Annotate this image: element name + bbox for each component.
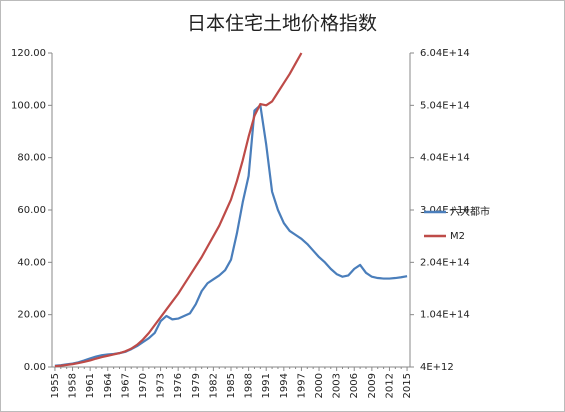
chart-title: 日本住宅土地价格指数 bbox=[187, 13, 377, 35]
x-tick-label: 2015 bbox=[402, 373, 413, 398]
legend-label: 六大都市 bbox=[450, 205, 490, 218]
x-tick-label: 2009 bbox=[367, 373, 378, 398]
x-tick-label: 2006 bbox=[349, 373, 360, 398]
legend-label: M2 bbox=[450, 231, 465, 242]
y-tick-label: 120.00 bbox=[11, 48, 46, 59]
x-tick-label: 1970 bbox=[138, 373, 149, 398]
y2-tick-label: 1.04E+14 bbox=[420, 310, 470, 321]
y2-tick-label: 6.04E+14 bbox=[420, 48, 470, 59]
x-tick-label: 1991 bbox=[261, 373, 272, 398]
x-tick-label: 1982 bbox=[208, 373, 219, 398]
x-tick-label: 1979 bbox=[191, 373, 202, 398]
x-tick-label: 1976 bbox=[173, 373, 184, 398]
y-tick-label: 40.00 bbox=[17, 257, 46, 268]
y2-tick-label: 3.04E+14 bbox=[420, 205, 470, 216]
x-tick-label: 1994 bbox=[279, 373, 290, 398]
y2-tick-label: 4E+12 bbox=[420, 362, 454, 373]
y-tick-label: 100.00 bbox=[11, 100, 46, 111]
x-tick-label: 1973 bbox=[156, 373, 167, 398]
line-series bbox=[54, 52, 303, 368]
x-tick-label: 1967 bbox=[120, 373, 131, 398]
x-tick-label: 1961 bbox=[85, 373, 96, 398]
x-tick-label: 2003 bbox=[332, 373, 343, 398]
x-tick-label: 1985 bbox=[226, 373, 237, 398]
x-tick-label: 2000 bbox=[314, 373, 325, 398]
x-tick-label: 1964 bbox=[103, 373, 114, 398]
y2-tick-label: 2.04E+14 bbox=[420, 257, 470, 268]
y2-tick-label: 4.04E+14 bbox=[420, 153, 470, 164]
y-tick-label: 0.00 bbox=[24, 362, 46, 373]
y2-tick-label: 5.04E+14 bbox=[420, 100, 470, 111]
x-tick-label: 2012 bbox=[384, 373, 395, 398]
y-tick-label: 20.00 bbox=[17, 310, 46, 321]
x-tick-label: 1988 bbox=[244, 373, 255, 398]
y-tick-label: 80.00 bbox=[17, 153, 46, 164]
x-tick-label: 1997 bbox=[296, 373, 307, 398]
y-tick-label: 60.00 bbox=[17, 205, 46, 216]
x-tick-label: 1955 bbox=[50, 373, 61, 398]
x-tick-label: 1958 bbox=[68, 373, 79, 398]
